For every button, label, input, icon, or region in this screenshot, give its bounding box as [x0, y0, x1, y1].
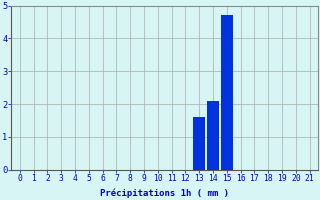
Bar: [193, 117, 205, 170]
X-axis label: Précipitations 1h ( mm ): Précipitations 1h ( mm ): [100, 188, 229, 198]
Bar: [221, 15, 233, 170]
Bar: [207, 101, 219, 170]
